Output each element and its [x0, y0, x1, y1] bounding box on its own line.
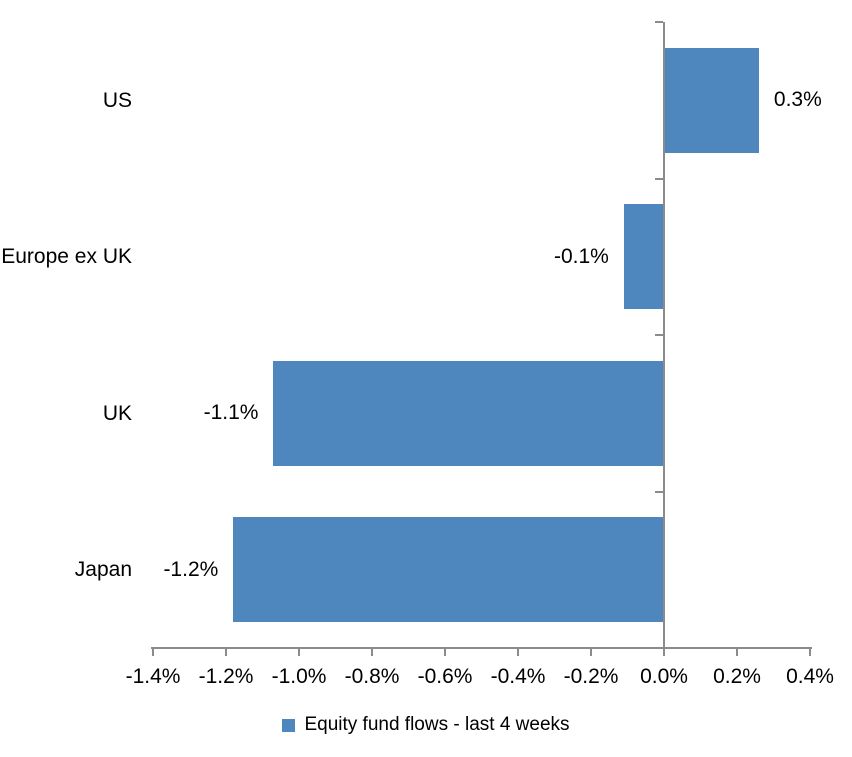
legend: Equity fund flows - last 4 weeks: [0, 714, 852, 737]
x-tick-label: -0.8%: [344, 665, 400, 688]
bar-data-label: -0.1%: [553, 244, 609, 268]
bar: [623, 204, 664, 310]
x-tick: [590, 648, 592, 656]
x-tick: [663, 648, 665, 656]
x-tick: [736, 648, 738, 656]
bar: [273, 360, 664, 466]
legend-label: Equity fund flows - last 4 weeks: [304, 714, 570, 735]
category-tick: [655, 334, 663, 336]
category-label: Japan: [74, 558, 132, 582]
x-tick: [225, 648, 227, 656]
category-label: Europe ex UK: [1, 245, 132, 269]
x-tick-label: -0.6%: [417, 665, 473, 688]
x-tick-label: 0.0%: [640, 665, 688, 688]
x-tick: [298, 648, 300, 656]
category-tick: [655, 490, 663, 493]
bar-data-label: 0.3%: [773, 88, 822, 112]
bar-data-label: -1.2%: [163, 557, 219, 581]
category-tick: [655, 21, 663, 23]
x-tick-label: -0.2%: [563, 665, 619, 688]
x-tick: [517, 648, 519, 656]
x-tick-label: 0.4%: [786, 665, 834, 688]
x-tick: [809, 648, 811, 656]
x-tick-label: -1.4%: [125, 665, 181, 688]
x-tick-label: -1.0%: [271, 665, 327, 688]
x-tick-label: -0.4%: [490, 665, 546, 688]
x-axis-line: [151, 647, 812, 649]
legend-swatch-icon: [282, 718, 296, 732]
x-tick: [444, 648, 446, 656]
category-label: US: [102, 88, 132, 112]
x-tick: [371, 648, 373, 656]
y-axis-line: [663, 22, 665, 656]
x-tick-label: 0.2%: [713, 665, 761, 688]
category-label: UK: [102, 401, 132, 425]
x-tick: [152, 648, 154, 656]
bar-data-label: -1.1%: [203, 401, 259, 425]
category-tick: [655, 177, 663, 180]
bar: [664, 47, 759, 153]
x-tick-label: -1.2%: [198, 665, 254, 688]
bar: [233, 517, 664, 623]
